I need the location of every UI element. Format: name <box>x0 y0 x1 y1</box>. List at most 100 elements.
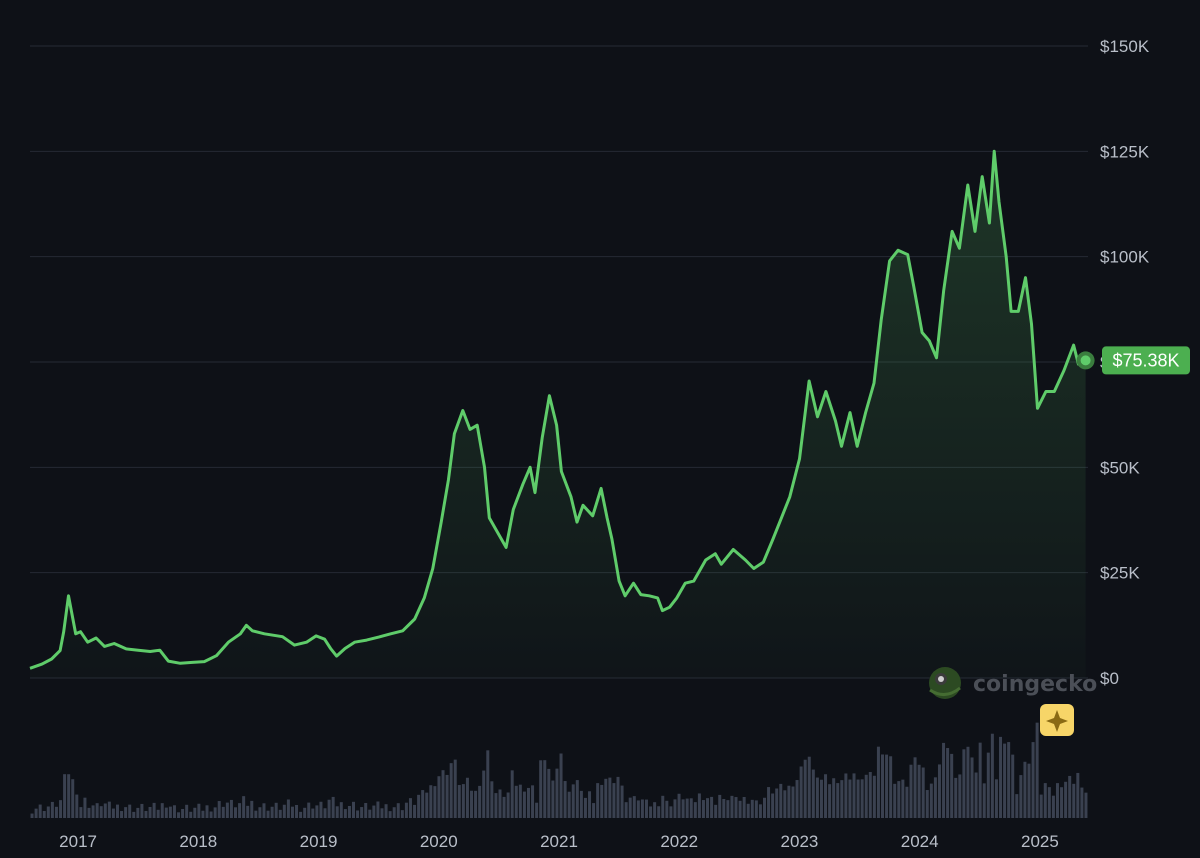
volume-bar <box>913 757 917 818</box>
volume-bar <box>905 786 909 818</box>
volume-bar <box>225 802 229 818</box>
volume-bar <box>575 780 579 818</box>
volume-bar <box>726 800 730 818</box>
volume-bar <box>311 808 315 818</box>
volume-bar <box>107 801 111 818</box>
x-axis: 2017 2018 2019 2020 2021 2022 2023 2024 2025 <box>59 832 1059 851</box>
volume-bar <box>229 799 233 818</box>
volume-bar <box>189 811 193 818</box>
volume-bar <box>295 804 299 818</box>
volume-bar <box>201 810 205 818</box>
volume-bar <box>901 779 905 818</box>
volume-bar <box>449 763 453 818</box>
volume-bar <box>388 811 392 818</box>
volume-bar <box>1031 742 1035 818</box>
volume-bar <box>168 806 172 818</box>
volume-bar <box>408 798 412 818</box>
price-dot <box>1080 355 1091 366</box>
volume-bar <box>1039 794 1043 818</box>
volume-bar <box>706 798 710 818</box>
volume-bar <box>958 774 962 818</box>
volume-bar <box>59 800 63 818</box>
volume-bar <box>1007 742 1011 818</box>
volume-bar <box>124 807 128 818</box>
volume-bar <box>689 798 693 818</box>
x-tick-label: 2021 <box>540 832 578 851</box>
volume-bar <box>67 774 71 818</box>
volume-bar <box>181 808 185 818</box>
volume-bar <box>897 781 901 818</box>
volume-bar <box>803 759 807 818</box>
volume-bar <box>856 779 860 818</box>
volume-bar <box>734 797 738 818</box>
volume-bar <box>608 777 612 818</box>
x-tick-label: 2025 <box>1021 832 1059 851</box>
volume-bar <box>966 746 970 818</box>
volume-bar <box>563 781 567 818</box>
volume-bar <box>506 792 510 818</box>
volume-bar <box>197 803 201 818</box>
volume-bar <box>335 806 339 818</box>
volume-bar <box>616 776 620 818</box>
volume-bar <box>677 793 681 818</box>
volume-bar <box>217 801 221 818</box>
volume-bar <box>71 779 75 818</box>
volume-bar <box>583 797 587 818</box>
volume-bar <box>673 799 677 818</box>
volume-bar <box>453 759 457 818</box>
volume-bar <box>600 784 604 818</box>
volume-bar <box>144 810 148 818</box>
volume-bar <box>950 753 954 818</box>
volume-bar <box>172 805 176 818</box>
volume-bar <box>282 804 286 818</box>
volume-bar <box>649 806 653 818</box>
volume-bar <box>490 781 494 818</box>
volume-bar <box>872 775 876 818</box>
volume-bar <box>567 791 571 818</box>
volume-bar <box>775 788 779 818</box>
volume-bar <box>832 778 836 818</box>
volume-bar <box>885 754 889 818</box>
volume-bar <box>482 770 486 818</box>
volume-bar <box>315 805 319 818</box>
volume-bar <box>767 787 771 818</box>
volume-bar <box>640 799 644 818</box>
volume-bar <box>828 784 832 818</box>
volume-bar <box>1027 763 1031 818</box>
volume-bar <box>148 806 152 818</box>
price-area <box>30 151 1086 679</box>
volume-bar <box>278 809 282 818</box>
volume-bar <box>738 800 742 818</box>
volume-bar <box>588 791 592 818</box>
price-area-fill <box>30 151 1086 679</box>
volume-bar <box>604 778 608 818</box>
volume-bar <box>242 796 246 818</box>
volume-bars <box>30 722 1088 818</box>
volume-bar <box>982 783 986 818</box>
volume-bar <box>38 804 42 818</box>
volume-bar <box>824 774 828 818</box>
brand-name: coingecko <box>973 672 1097 697</box>
volume-bar <box>299 811 303 818</box>
volume-bar <box>852 773 856 818</box>
volume-bar <box>400 810 404 818</box>
volume-bar <box>978 742 982 818</box>
volume-bar <box>636 800 640 818</box>
volume-bar <box>364 803 368 818</box>
volume-bar <box>510 770 514 818</box>
ai-assist-button[interactable] <box>1040 704 1074 736</box>
x-tick-label: 2017 <box>59 832 97 851</box>
price-line-layer <box>29 149 1087 670</box>
volume-bar <box>360 807 364 818</box>
volume-bar <box>669 806 673 818</box>
x-tick-label: 2024 <box>901 832 939 851</box>
volume-bar <box>343 809 347 818</box>
volume-bar <box>502 796 506 818</box>
volume-bar <box>661 795 665 818</box>
volume-bar <box>233 807 237 818</box>
volume-bar <box>559 753 563 818</box>
volume-bar <box>844 773 848 818</box>
volume-bar <box>632 796 636 818</box>
volume-bar <box>518 784 522 818</box>
